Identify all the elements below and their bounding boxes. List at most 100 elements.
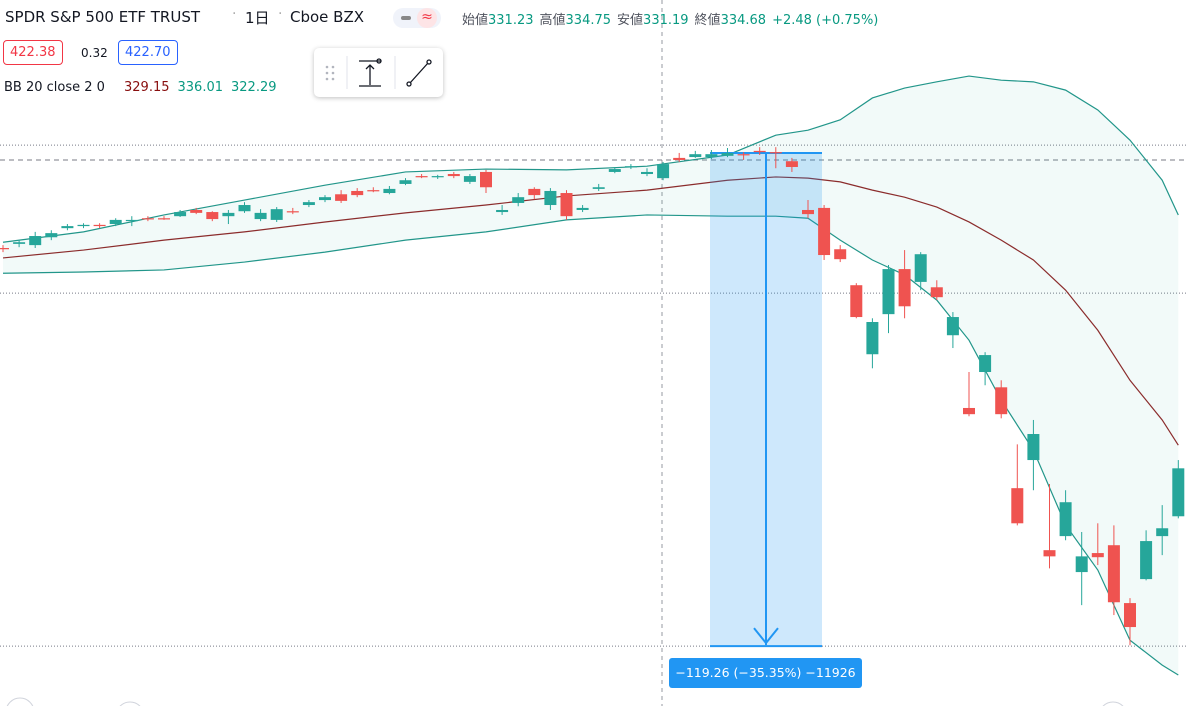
candle-body xyxy=(190,209,203,213)
candle-body xyxy=(415,176,428,178)
candle-body xyxy=(29,236,42,246)
candle-body xyxy=(834,249,847,260)
corner-button xyxy=(119,701,141,706)
ohlc-value: 331.19 xyxy=(643,13,689,28)
indicator-name[interactable]: BB 20 close 2 0 xyxy=(4,80,105,95)
candle-body xyxy=(125,219,138,222)
candle-body xyxy=(608,169,621,172)
corner-button xyxy=(1102,701,1124,706)
candle-body xyxy=(0,248,9,250)
price-range-icon[interactable] xyxy=(359,58,382,87)
candle-body xyxy=(1140,541,1153,580)
candle-body xyxy=(1172,468,1185,517)
indicator-value: 336.01 xyxy=(177,80,224,95)
candle-body xyxy=(705,154,718,158)
candle-body xyxy=(13,242,26,244)
candle-body xyxy=(673,157,686,160)
candle-body xyxy=(158,218,170,220)
candle-body xyxy=(270,209,283,220)
candle-body xyxy=(496,209,509,213)
spread: 0.32 xyxy=(81,46,108,60)
candle-body xyxy=(45,233,58,238)
candle-body xyxy=(769,152,782,154)
candle-body xyxy=(351,190,364,196)
candle-body xyxy=(222,212,235,217)
indicator-value: 322.29 xyxy=(231,80,277,95)
buy-button[interactable]: 422.70 xyxy=(118,40,178,65)
candle-body xyxy=(1011,488,1024,524)
candle-body xyxy=(61,226,74,229)
candle-body xyxy=(898,269,911,307)
candle-body xyxy=(463,176,476,182)
candle-body xyxy=(560,193,573,217)
candle-body xyxy=(431,176,444,178)
candle-body xyxy=(383,188,396,194)
status-pill[interactable]: ≈ xyxy=(393,8,441,28)
candle-body xyxy=(512,197,525,203)
candle-body xyxy=(657,164,670,179)
candle-body xyxy=(785,161,798,167)
ohlc-value: 334.68 xyxy=(720,13,767,28)
candle-body xyxy=(480,171,492,188)
indicator-value: 329.15 xyxy=(124,80,170,95)
candle-body xyxy=(721,152,734,156)
ohlc-label: 安値 xyxy=(617,13,644,28)
ohlc-label: 終値 xyxy=(694,13,721,28)
measure-arrowhead xyxy=(753,627,779,645)
candle-body xyxy=(818,207,831,256)
candle-body xyxy=(1075,556,1088,573)
candle-body xyxy=(689,154,702,158)
candle-body xyxy=(302,202,315,206)
candle-body xyxy=(286,211,299,213)
candle-body xyxy=(850,285,863,318)
candle-body xyxy=(544,190,557,206)
candle-body xyxy=(753,150,766,153)
ohlc-value: 331.23 xyxy=(488,13,534,28)
candle-body xyxy=(930,287,943,298)
candle-body xyxy=(641,171,653,175)
ohlc-legend: 始値331.23 高値334.75 安値331.19 終値334.68 +2.48 (+… xyxy=(462,9,878,28)
candle-body xyxy=(528,188,541,196)
candle-body xyxy=(174,212,187,217)
candle-body xyxy=(866,321,879,355)
candle-body xyxy=(238,205,251,212)
candle-body xyxy=(77,224,90,227)
candle-body xyxy=(109,219,122,225)
candle-body xyxy=(979,355,992,373)
candle-body xyxy=(1107,545,1120,603)
candle-body xyxy=(1059,502,1072,537)
candle-body xyxy=(1027,434,1040,461)
candle-body xyxy=(1091,553,1104,558)
toolbar-icons xyxy=(325,56,432,89)
band-middle xyxy=(2,176,1179,446)
interval[interactable]: 1日 xyxy=(245,9,270,27)
drag-handle[interactable] xyxy=(325,65,335,81)
status-approx: ≈ xyxy=(417,8,437,28)
separator: · xyxy=(232,6,237,22)
candle-body xyxy=(592,187,605,189)
trend-line-icon[interactable] xyxy=(406,59,432,87)
candle-body xyxy=(399,180,412,184)
candle-body xyxy=(93,224,106,227)
separator: · xyxy=(278,6,283,22)
candle-body xyxy=(995,387,1008,415)
candle-body xyxy=(206,212,219,220)
candle-body xyxy=(802,209,814,215)
sell-button[interactable]: 422.38 xyxy=(3,40,63,65)
corner-button xyxy=(6,697,34,706)
candle-body xyxy=(737,154,750,156)
measure-label: −119.26 (−35.35%) −11926 xyxy=(669,658,862,688)
exchange: Cboe BZX xyxy=(290,8,365,26)
candle-body xyxy=(1156,528,1169,537)
status-dash xyxy=(401,16,411,20)
candle-body xyxy=(254,212,267,220)
candle-body xyxy=(624,166,637,168)
indicator-values: 329.15 336.01 322.29 xyxy=(124,80,285,95)
candle-body xyxy=(367,190,380,192)
ohlc-label: 始値 xyxy=(462,13,489,28)
symbol-title[interactable]: SPDR S&P 500 ETF TRUST xyxy=(5,8,201,26)
candle-body xyxy=(319,197,331,201)
candle-body xyxy=(576,207,589,210)
